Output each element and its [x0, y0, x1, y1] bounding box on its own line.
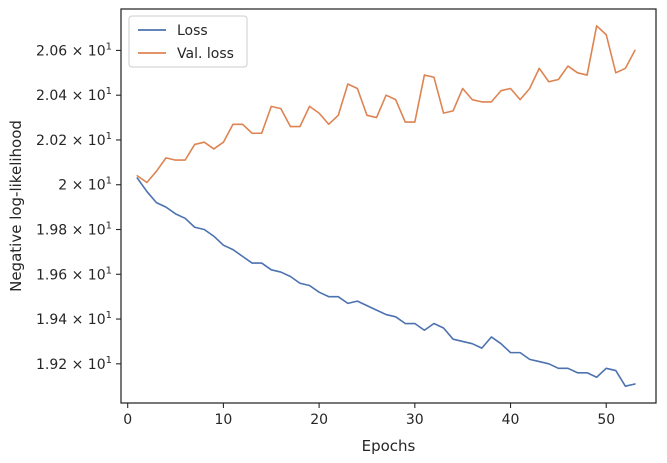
x-tick-label: 0 [123, 412, 132, 428]
x-tick-label: 50 [597, 412, 615, 428]
x-tick-label: 20 [310, 412, 328, 428]
x-tick-label: 10 [214, 412, 232, 428]
legend-items: Loss Val. loss [138, 23, 234, 62]
x-axis-ticks: 0 10 20 30 40 50 [123, 403, 615, 428]
plot-frame [120, 8, 657, 404]
legend-box [128, 15, 248, 68]
series-line-loss [136, 177, 636, 388]
legend-label: Loss [177, 23, 208, 39]
y-tick-label: 2 × 101 [58, 176, 112, 194]
legend-label: Val. loss [177, 46, 234, 62]
y-tick-label: 1.92 × 101 [36, 355, 112, 373]
y-tick-label: 2.04 × 101 [36, 86, 112, 104]
legend: Loss Val. loss [128, 15, 248, 68]
y-tick-label: 2.06 × 101 [36, 41, 112, 59]
y-axis-ticks: 1.92 × 101 1.94 × 101 1.96 × 101 1.98 × 101… [36, 41, 121, 373]
y-tick-label: 1.98 × 101 [36, 221, 112, 239]
y-axis-label: Negative log-likelihood [7, 120, 25, 292]
x-tick-label: 30 [406, 412, 424, 428]
series-layer [136, 24, 636, 388]
x-tick-label: 40 [502, 412, 520, 428]
y-tick-label: 2.02 × 101 [36, 131, 112, 149]
y-tick-label: 1.96 × 101 [36, 265, 112, 283]
y-tick-label: 1.94 × 101 [36, 310, 112, 328]
series-line-val-loss [136, 24, 636, 184]
x-axis-label: Epochs [362, 437, 416, 455]
